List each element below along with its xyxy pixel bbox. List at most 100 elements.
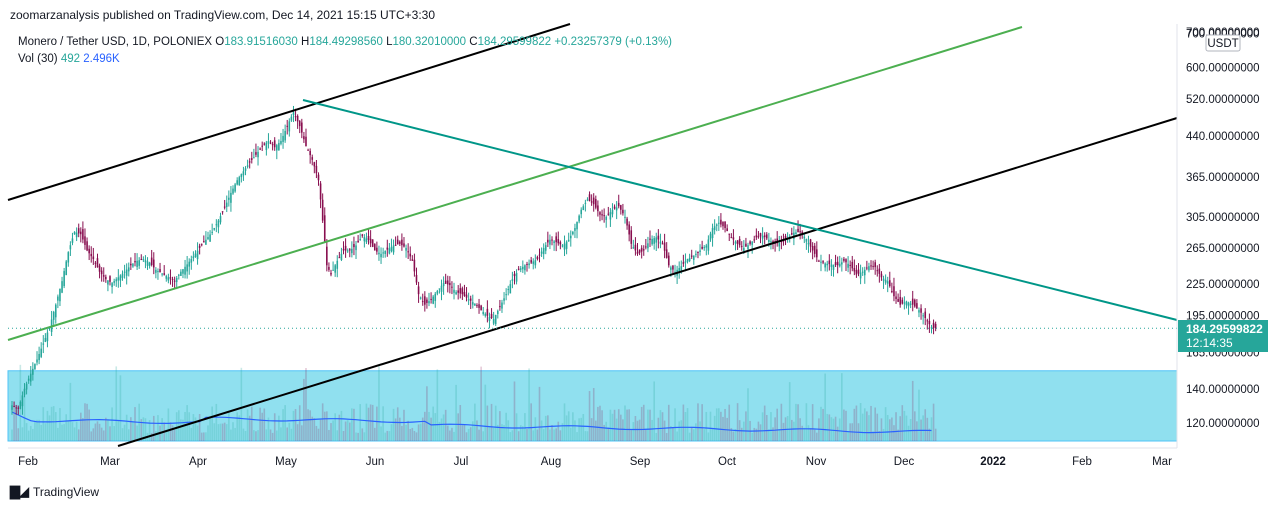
symbol-name[interactable]: Monero / Tether USD, 1D, POLONIEX xyxy=(18,36,213,48)
candle-body xyxy=(688,257,691,262)
volume-bar xyxy=(517,431,520,441)
candle-body xyxy=(373,244,376,251)
candle-body xyxy=(476,305,478,307)
candle-body xyxy=(213,228,216,230)
volume-bar xyxy=(75,421,78,441)
volume-bar xyxy=(866,411,868,441)
candle-body xyxy=(743,247,745,251)
candle-body xyxy=(526,263,528,265)
volume-bar xyxy=(630,430,633,441)
volume-bar xyxy=(490,403,493,441)
candle-body xyxy=(620,205,622,210)
candle-body xyxy=(530,260,532,263)
candle-body xyxy=(401,239,403,246)
volume-bar xyxy=(699,421,701,441)
volume-bar xyxy=(311,416,314,441)
channel-upper-line[interactable] xyxy=(7,23,571,201)
volume-bar xyxy=(911,380,914,441)
volume-bar xyxy=(676,431,678,441)
candle-body xyxy=(173,280,176,282)
candle-body xyxy=(94,262,97,264)
candle-body xyxy=(655,237,658,243)
candle-body xyxy=(847,263,849,268)
candle-body xyxy=(288,121,291,132)
volume-bar xyxy=(328,429,330,441)
green-trend-line[interactable] xyxy=(7,26,1023,341)
volume-bar xyxy=(747,388,749,441)
candle-body xyxy=(822,261,824,263)
candle-body xyxy=(236,180,238,185)
volume-bar xyxy=(793,421,795,441)
candle-body xyxy=(659,241,662,244)
volume-bar xyxy=(305,368,307,441)
candle-body xyxy=(590,201,593,203)
volume-bar xyxy=(73,427,76,441)
volume-bar xyxy=(532,430,535,441)
candle-body xyxy=(434,293,437,301)
volume-bar xyxy=(474,403,476,441)
volume-bar xyxy=(905,415,908,441)
candle-body xyxy=(924,311,927,319)
candle-body xyxy=(388,248,391,254)
volume-bar xyxy=(242,428,245,441)
volume-bar xyxy=(926,417,929,441)
time-axis[interactable]: Feb Mar Apr May Jun Jul Aug Sep Oct Nov Dec 2022 Feb… xyxy=(18,456,1172,468)
volume-label[interactable]: Vol (30) xyxy=(18,53,58,65)
channel-lower-line[interactable] xyxy=(117,117,1178,447)
volume-bar xyxy=(17,428,20,441)
volume-bar xyxy=(576,432,578,441)
volume-bar xyxy=(805,403,808,441)
volume-bar xyxy=(609,409,612,441)
candle-body xyxy=(524,265,526,271)
candle-body xyxy=(863,269,866,276)
volume-bar xyxy=(338,414,341,441)
candle-body xyxy=(200,244,203,246)
volume-bar xyxy=(922,415,924,441)
volume-bar xyxy=(417,424,420,441)
candle-body xyxy=(25,383,28,390)
currency-badge[interactable] xyxy=(1205,34,1241,52)
candle-body xyxy=(150,257,153,265)
candle-body xyxy=(240,174,243,178)
volume-bar xyxy=(834,416,837,441)
candle-body xyxy=(816,249,818,258)
volume-bar xyxy=(407,420,409,441)
candle-body xyxy=(436,291,439,294)
candle-body xyxy=(893,286,895,297)
candle-body xyxy=(430,298,432,300)
volume-bar xyxy=(841,373,843,441)
candle-body xyxy=(438,288,441,290)
candle-body xyxy=(298,120,301,127)
candle-body xyxy=(799,231,801,233)
volume-bar xyxy=(901,405,904,441)
candle-body xyxy=(622,209,624,214)
candle-body xyxy=(125,269,128,276)
price-axis[interactable]: 700.00000000 600.00000000 520.00000000 440.… xyxy=(1186,27,1260,430)
candle-body xyxy=(61,281,63,293)
volume-bar xyxy=(843,409,845,441)
volume-bar xyxy=(809,428,812,441)
volume-bar xyxy=(745,411,747,441)
teal-trend-line[interactable] xyxy=(302,99,1178,321)
candle-body xyxy=(818,260,820,262)
volume-bar xyxy=(782,422,785,441)
volume-bar xyxy=(449,430,451,441)
candle-body xyxy=(263,143,266,145)
volume-bar xyxy=(592,388,595,441)
volume-bar xyxy=(111,407,113,441)
volume-bar xyxy=(301,425,303,441)
candle-body xyxy=(501,302,503,309)
candle-body xyxy=(870,265,872,267)
candle-body xyxy=(759,233,762,237)
volume-bar xyxy=(175,412,178,441)
volume-bar xyxy=(232,422,234,441)
candle-body xyxy=(459,288,462,294)
candle-body xyxy=(611,209,614,215)
candle-body xyxy=(382,252,384,254)
volume-bar xyxy=(711,428,714,441)
candle-body xyxy=(509,284,512,294)
candle-body xyxy=(19,401,22,409)
price-tick-label: 265.00000000 xyxy=(1186,243,1260,255)
candle-body xyxy=(930,327,933,329)
